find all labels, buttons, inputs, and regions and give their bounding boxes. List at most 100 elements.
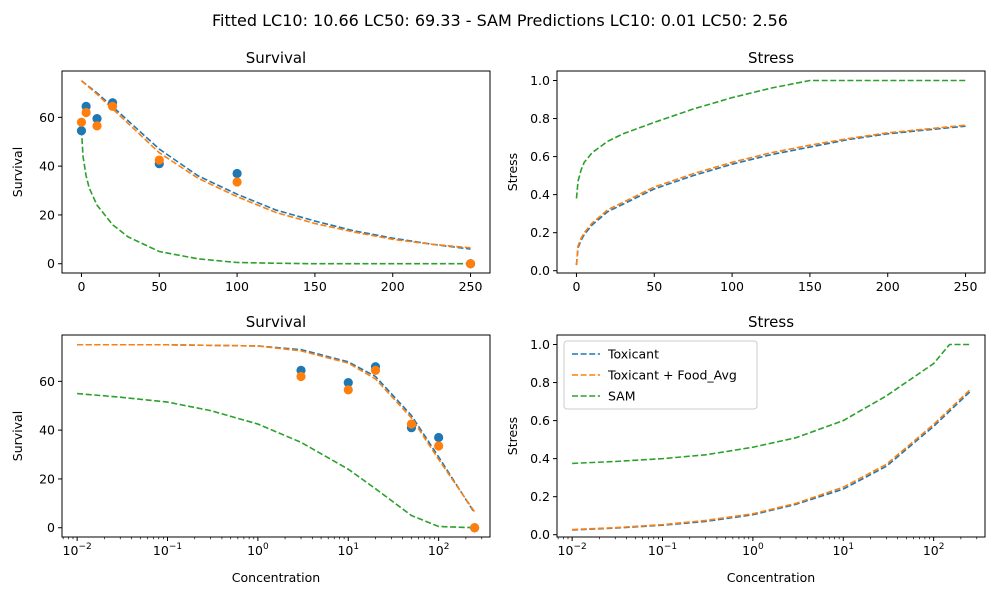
axes-frame [556,334,986,538]
y-tick-label: 1.0 [530,337,550,352]
x-axis-label: Concentration [232,570,320,585]
data-point-food [232,177,242,187]
y-axis-label: Stress [505,417,520,455]
figure-suptitle: Fitted LC10: 10.66 LC50: 69.33 - SAM Pre… [212,11,788,30]
subplot-3: Survival 0 20 40 60 10−2 10−1 100 101 102 Survival… [10,313,491,585]
y-axis-label: Stress [505,153,520,191]
x-tick-label: 101 [337,542,359,558]
series-line-sam [80,129,471,265]
series-line-sam [572,343,970,465]
x-tick-label: 50 [151,279,167,294]
y-tick-label: 0.2 [530,225,550,240]
x-tick-label: 102 [923,542,945,558]
x-tick-label: 100 [225,279,249,294]
data-point-food [81,107,91,118]
y-axis-label: Survival [10,147,25,197]
y-tick-label: 40 [39,423,55,438]
legend-label: Toxicant + Food_Avg [607,368,737,383]
y-tick-label: 0 [47,256,55,271]
axes-frame [61,70,491,274]
x-tick-label: 250 [954,279,978,294]
x-axis-label: Concentration [727,570,815,585]
legend-label: SAM [608,389,636,404]
series-line-sam [575,79,966,199]
y-tick-label: 0.6 [530,149,550,164]
axes-frame [61,334,491,538]
x-tick-label: 100 [742,542,764,558]
data-point-food [76,117,87,127]
data-point-food [92,121,102,131]
x-tick-label: 200 [381,279,405,294]
data-point-toxicant [434,432,444,443]
y-tick-label: 60 [39,110,55,125]
x-tick-label: 0 [77,279,85,294]
data-point-food [107,101,118,111]
x-tick-label: 100 [247,542,269,558]
data-point-food [434,441,444,451]
series-line-toxicant [572,391,971,531]
y-tick-label: 0.6 [530,413,550,428]
series-line-toxicant [80,80,471,250]
plot-area [77,343,480,533]
y-tick-label: 0.2 [530,489,550,504]
subplot-1: Survival 0 20 40 60 0 50 100 150 200 250 Survival [10,49,491,294]
legend-label: Toxicant [607,347,659,362]
axes-frame [556,70,986,274]
data-point-toxicant [76,126,87,136]
x-tick-label: 250 [459,279,483,294]
subplot-title: Survival [246,49,306,67]
series-line-sam [77,392,475,529]
subplot-title: Stress [748,313,794,331]
data-point-food [465,259,476,269]
x-tick-label: 10−1 [153,542,182,558]
x-tick-label: 10−2 [63,542,92,558]
y-tick-label: 0.0 [530,263,550,278]
x-tick-label: 50 [646,279,662,294]
x-tick-label: 101 [832,542,854,558]
data-point-toxicant [92,113,102,124]
subplot-2: Stress 0.0 0.2 0.4 0.6 0.8 1.0 0 50 100 150 200 250 S… [505,49,986,294]
y-tick-label: 0.8 [530,111,550,126]
y-tick-label: 1.0 [530,73,550,88]
series-line-food [572,389,971,531]
x-tick-label: 102 [428,542,450,558]
y-tick-label: 0.0 [530,527,550,542]
data-point-toxicant [343,377,353,388]
series-line-toxicant [575,125,966,266]
y-tick-label: 0 [47,520,55,535]
series-line-food [80,80,471,249]
data-point-food [470,523,480,533]
x-tick-label: 100 [720,279,744,294]
plot-area [575,79,966,266]
legend: Toxicant Toxicant + Food_Avg SAM [563,340,758,410]
legend-box [563,340,758,410]
data-point-food [406,419,417,429]
x-tick-label: 10−1 [648,542,677,558]
x-tick-label: 150 [798,279,822,294]
y-tick-label: 0.4 [530,187,550,202]
data-point-food [370,365,381,375]
data-point-food [154,155,164,165]
y-tick-label: 20 [39,471,55,486]
subplot-title: Survival [246,313,306,331]
data-point-food [296,371,306,382]
data-point-toxicant [232,168,242,179]
series-line-food [575,124,966,266]
x-tick-label: 150 [303,279,327,294]
y-axis-label: Survival [10,411,25,461]
plot-area [572,343,971,531]
subplot-4: Stress 0.0 0.2 0.4 0.6 0.8 1.0 10−2 10−1 100 101 10… [505,313,986,585]
x-tick-label: 10−2 [558,542,587,558]
series-line-food [77,343,476,513]
y-tick-label: 40 [39,159,55,174]
subplot-title: Stress [748,49,794,67]
data-point-food [343,385,353,395]
plot-area [76,80,476,269]
x-tick-label: 200 [876,279,900,294]
y-tick-label: 0.8 [530,375,550,390]
y-tick-label: 20 [39,207,55,222]
y-tick-label: 60 [39,374,55,389]
y-tick-label: 0.4 [530,451,550,466]
